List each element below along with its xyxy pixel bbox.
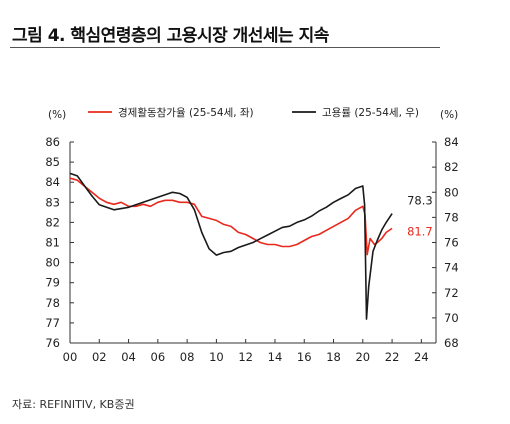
series-line-1 <box>69 177 393 256</box>
x-axis-tick-label: 14 <box>268 350 283 364</box>
x-axis-tick-label: 18 <box>326 350 341 364</box>
x-axis-tick-label: 24 <box>414 350 429 364</box>
left-axis-tick-label: 83 <box>45 195 60 209</box>
left-axis-tick-label: 80 <box>45 256 60 270</box>
chart-legend: 경제활동참가율 (25-54세, 좌) 고용률 (25-54세, 우) <box>88 106 419 119</box>
x-axis-tick-label: 02 <box>92 350 107 364</box>
legend-label-2: 고용률 (25-54세, 우) <box>322 107 419 119</box>
x-axis-tick-label: 10 <box>209 350 224 364</box>
right-axis-tick-label: 78 <box>444 210 459 224</box>
right-axis-tick-label: 70 <box>444 311 459 325</box>
figure-title: 그림 4. 핵심연령층의 고용시장 개선세는 지속 <box>12 26 329 46</box>
source-note: 자료: REFINITIV, KB증권 <box>12 398 135 411</box>
x-axis-tick-label: 20 <box>355 350 370 364</box>
right-axis-tick-label: 74 <box>444 261 459 275</box>
chart-series <box>69 172 393 320</box>
left-axis-unit: (%) <box>48 109 66 121</box>
x-axis-tick-label: 22 <box>385 350 400 364</box>
x-axis-tick-label: 00 <box>63 350 78 364</box>
right-axis-tick-label: 72 <box>444 286 459 300</box>
chart-labels: (%) (%) 78.3 81.7 <box>48 109 458 238</box>
left-axis-tick-label: 76 <box>45 336 60 350</box>
data-label-2: 81.7 <box>407 224 433 238</box>
right-axis-tick-label: 82 <box>444 160 459 174</box>
x-axis-tick-label: 12 <box>238 350 253 364</box>
left-axis-tick-label: 86 <box>45 135 60 149</box>
title-divider <box>10 47 440 48</box>
left-axis-tick-label: 79 <box>45 276 60 290</box>
data-label-1: 78.3 <box>407 194 433 208</box>
left-axis-tick-label: 85 <box>45 155 60 169</box>
left-axis-tick-label: 77 <box>45 316 60 330</box>
right-axis-tick-label: 84 <box>444 135 459 149</box>
right-axis-tick-label: 68 <box>444 336 459 350</box>
right-axis-tick-label: 80 <box>444 185 459 199</box>
series-line-2 <box>69 172 393 320</box>
x-axis-tick-label: 16 <box>297 350 312 364</box>
x-axis-tick-label: 06 <box>151 350 166 364</box>
chart-axes: 76 77 78 79 80 81 82 83 84 85 86 68 70 72 74 76 78 80 82 84… <box>45 135 458 364</box>
legend-label-1: 경제활동참가율 (25-54세, 좌) <box>118 106 254 119</box>
right-axis-unit: (%) <box>440 109 458 121</box>
left-axis-tick-label: 81 <box>45 236 60 250</box>
right-axis-tick-label: 76 <box>444 236 459 250</box>
left-axis-tick-label: 84 <box>45 175 60 189</box>
x-axis-tick-label: 08 <box>180 350 195 364</box>
left-axis-tick-label: 78 <box>45 296 60 310</box>
left-axis-tick-label: 82 <box>45 215 60 229</box>
x-axis-tick-label: 04 <box>121 350 136 364</box>
